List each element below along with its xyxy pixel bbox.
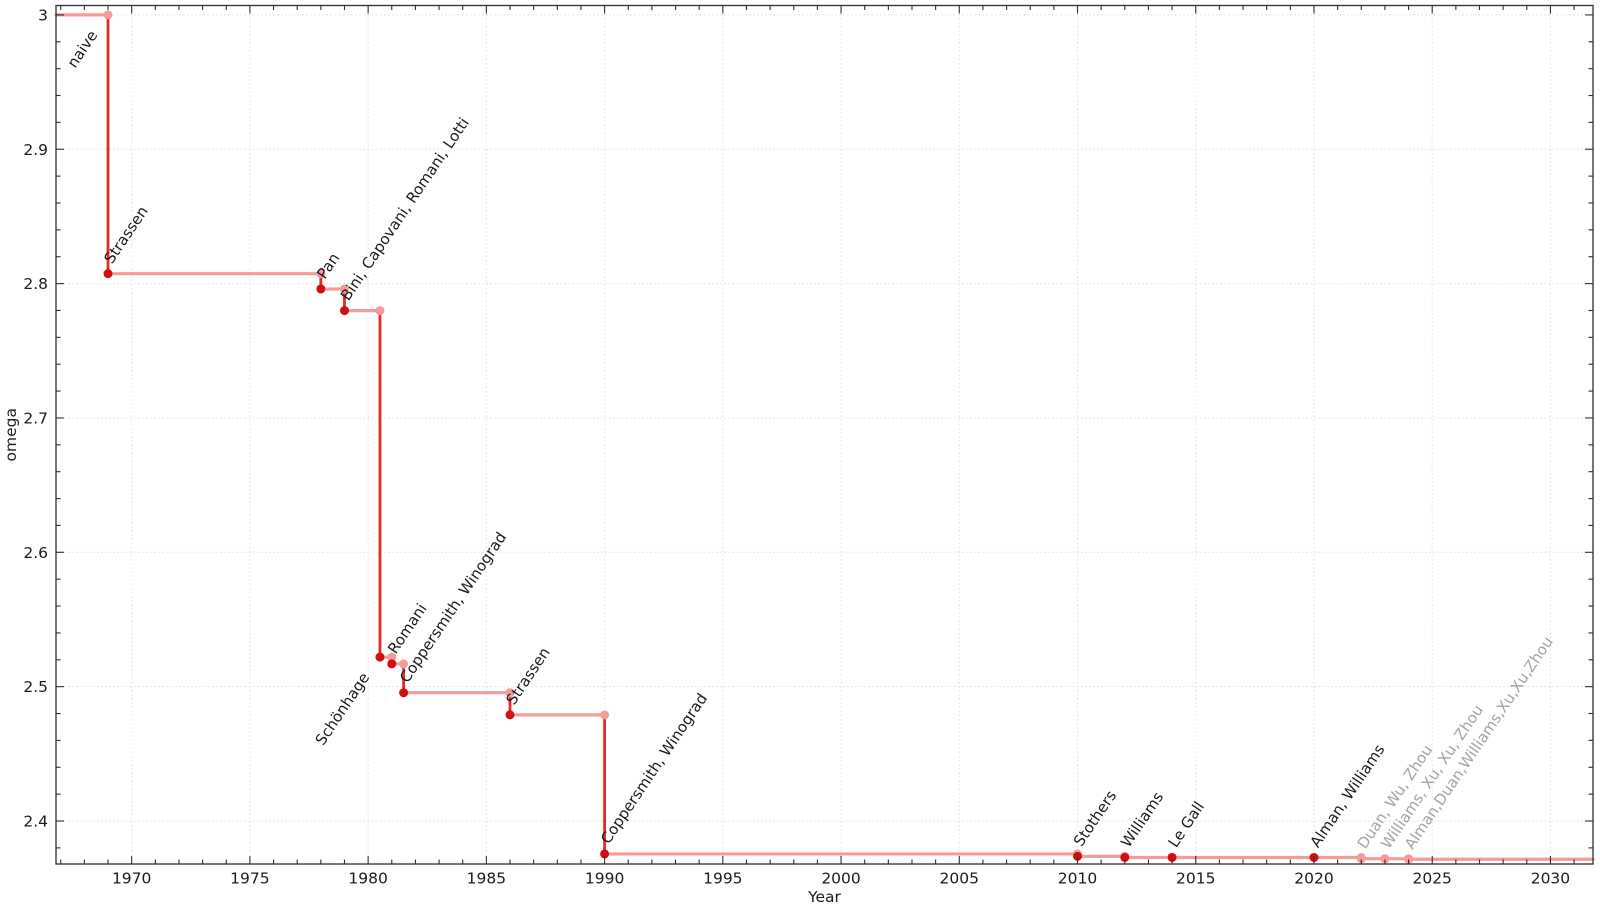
- x-tick-label: 1970: [112, 870, 151, 888]
- x-tick-label: 2015: [1176, 870, 1215, 888]
- y-axis-label: omega: [2, 408, 20, 461]
- x-tick-label: 1995: [703, 870, 742, 888]
- event-dot: [375, 652, 385, 662]
- event-dot: [399, 688, 409, 698]
- corner-dot: [316, 269, 326, 279]
- event-dot: [103, 269, 113, 279]
- x-tick-label: 2030: [1531, 870, 1570, 888]
- x-tick-label: 1990: [585, 870, 624, 888]
- plot-frame: [55, 4, 1594, 865]
- x-tick-label: 2025: [1412, 870, 1451, 888]
- y-tick-label: 2.6: [23, 544, 48, 562]
- x-tick-label: 2005: [940, 870, 979, 888]
- x-tick-label: 1975: [230, 870, 269, 888]
- event-dot: [339, 306, 349, 316]
- event-dot: [316, 284, 326, 294]
- event-dot: [1356, 854, 1366, 864]
- x-tick-label: 2000: [821, 870, 860, 888]
- x-tick-label: 1980: [348, 870, 387, 888]
- event-dot: [1120, 852, 1130, 862]
- corner-dot: [103, 10, 113, 20]
- x-tick-label: 2020: [1294, 870, 1333, 888]
- x-tick-label: 2010: [1058, 870, 1097, 888]
- corner-dot: [399, 659, 409, 669]
- event-dot: [1404, 854, 1414, 864]
- x-tick-label: 1985: [467, 870, 506, 888]
- event-dot: [1380, 854, 1390, 864]
- y-tick-label: 2.8: [23, 275, 48, 293]
- y-tick-label: 2.4: [23, 813, 48, 831]
- x-axis-label: Year: [807, 888, 841, 906]
- corner-dot: [505, 688, 515, 698]
- axis-ticks: [56, 5, 1593, 864]
- y-tick-label: 2.9: [23, 141, 48, 159]
- corner-dot: [387, 652, 397, 662]
- event-dot: [505, 710, 515, 720]
- y-tick-label: 3: [38, 6, 48, 24]
- tick-labels: 1970 1975 1980 1985 1990 1995 2000 2005 2010 2015…: [23, 6, 1570, 887]
- corner-dot: [600, 710, 610, 720]
- corner-dot: [375, 306, 385, 316]
- corner-dot: [339, 284, 349, 294]
- event-dot: [1167, 852, 1177, 862]
- event-dot: [387, 659, 397, 669]
- y-tick-label: 2.7: [23, 409, 48, 427]
- y-tick-label: 2.5: [23, 678, 48, 696]
- event-dot: [600, 849, 610, 859]
